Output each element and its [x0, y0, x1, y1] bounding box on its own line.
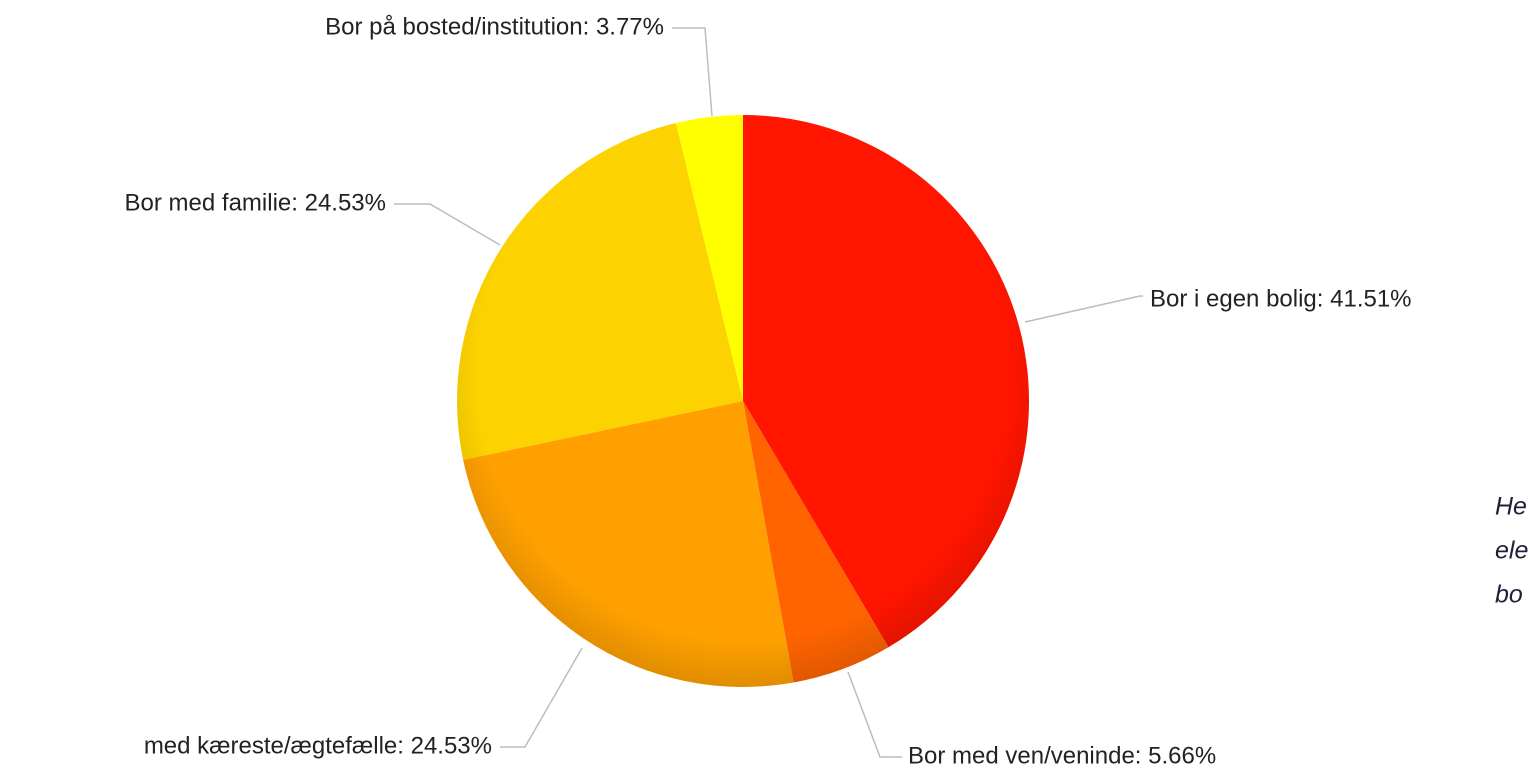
- annotation: ele: [1495, 537, 1528, 565]
- leader-line: [672, 27, 713, 117]
- leader-line: [1024, 295, 1143, 323]
- slice-label: Bor på bosted/institution: 3.77%: [325, 13, 664, 40]
- leader-line: [500, 647, 583, 748]
- slice-label: Bor i egen bolig: 41.51%: [1150, 285, 1412, 312]
- annotation: He: [1495, 493, 1527, 521]
- slice-label: Bor med familie: 24.53%: [125, 189, 386, 216]
- annotation: bo: [1495, 581, 1523, 609]
- slice-label: Bor med ven/veninde: 5.66%: [908, 742, 1216, 769]
- leader-line: [394, 203, 501, 246]
- leader-line: [847, 671, 902, 758]
- slice-label: med kæreste/ægtefælle: 24.53%: [144, 732, 492, 759]
- pie-shade: [457, 115, 1029, 687]
